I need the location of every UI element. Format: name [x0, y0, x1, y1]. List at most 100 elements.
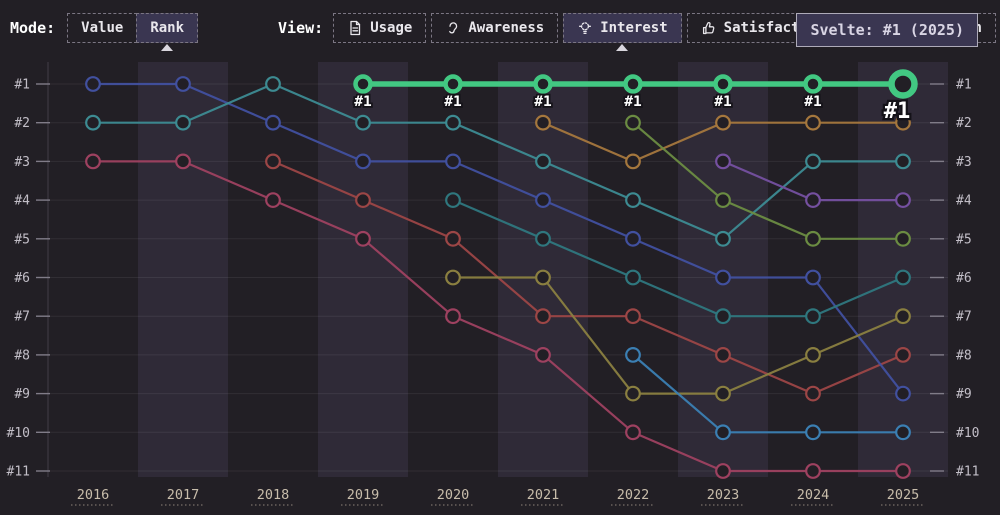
data-point-series-blue-2025[interactable] — [895, 385, 911, 402]
data-point-series-blue-2016[interactable] — [85, 76, 101, 92]
data-point-svelte-2025[interactable] — [888, 69, 918, 99]
data-point-series-olive-green-2022[interactable] — [625, 114, 641, 131]
data-point-series-orange-2022[interactable] — [625, 153, 641, 170]
data-point-series-red-2023[interactable] — [715, 347, 731, 363]
data-point-series-crimson-2023[interactable] — [715, 463, 731, 479]
year-label-2021[interactable]: 2021 — [527, 487, 560, 503]
data-point-series-crimson-2017[interactable] — [175, 153, 191, 170]
data-point-series-red-2019[interactable] — [355, 192, 371, 209]
thumbs-up-icon — [701, 20, 717, 36]
data-point-series-teal-2021[interactable] — [535, 153, 551, 170]
year-label-2022[interactable]: 2022 — [617, 487, 650, 503]
series-line-series-olive-green — [632, 121, 903, 240]
data-point-series-olive-2025[interactable] — [895, 308, 911, 325]
year-label-2017[interactable]: 2017 — [167, 487, 200, 503]
rank-label-left: #2 — [14, 116, 30, 131]
data-point-series-teal-dark-2020[interactable] — [445, 192, 461, 209]
data-point-series-light-blue-2024[interactable] — [805, 424, 821, 441]
data-point-series-olive-green-2025[interactable] — [895, 230, 911, 247]
series-line-series-teal — [93, 82, 903, 240]
data-point-series-orange-2025[interactable] — [895, 114, 911, 131]
data-point-series-teal-dark-2024[interactable] — [805, 308, 821, 325]
data-point-series-olive-2021[interactable] — [535, 269, 551, 286]
data-point-series-olive-2022[interactable] — [625, 385, 641, 402]
view-button-label: Interest — [600, 20, 668, 36]
data-point-series-light-blue-2025[interactable] — [895, 424, 911, 441]
data-point-svelte-2019[interactable] — [353, 74, 373, 94]
mode-button-rank[interactable]: Rank — [136, 13, 199, 51]
data-point-series-crimson-2016[interactable] — [85, 153, 101, 170]
data-point-series-teal-2018[interactable] — [265, 76, 281, 92]
rank-label-left: #1 — [14, 78, 30, 93]
data-point-series-light-blue-2022[interactable] — [625, 347, 641, 363]
mode-button-value[interactable]: Value — [67, 13, 138, 43]
data-point-series-purple-2023[interactable] — [715, 153, 731, 170]
year-label-2019[interactable]: 2019 — [347, 487, 380, 503]
rank-label-right: #11 — [956, 465, 979, 480]
data-point-series-crimson-2025[interactable] — [895, 463, 911, 479]
data-point-series-teal-2017[interactable] — [175, 114, 191, 131]
data-point-series-purple-2025[interactable] — [895, 192, 911, 209]
data-point-series-teal-2020[interactable] — [445, 114, 461, 131]
year-label-2024[interactable]: 2024 — [797, 487, 830, 503]
data-point-series-olive-green-2023[interactable] — [715, 192, 731, 209]
data-point-svelte-2020[interactable] — [443, 74, 463, 94]
data-point-series-red-2024[interactable] — [805, 385, 821, 402]
view-button-usage[interactable]: Usage — [333, 13, 427, 43]
data-point-series-red-2022[interactable] — [625, 308, 641, 325]
data-point-series-teal-dark-2025[interactable] — [895, 269, 911, 286]
data-point-svelte-2021[interactable] — [533, 74, 553, 94]
data-point-series-crimson-2019[interactable] — [355, 230, 371, 247]
data-point-series-orange-2024[interactable] — [805, 114, 821, 131]
data-point-series-red-2025[interactable] — [895, 347, 911, 363]
data-point-series-olive-2024[interactable] — [805, 347, 821, 363]
mode-button-label: Value — [81, 20, 124, 36]
view-button-awareness[interactable]: Awareness — [431, 13, 559, 43]
data-point-series-teal-dark-2022[interactable] — [625, 269, 641, 286]
data-point-series-blue-2020[interactable] — [445, 153, 461, 170]
year-label-2023[interactable]: 2023 — [707, 487, 740, 503]
data-point-series-teal-dark-2023[interactable] — [715, 308, 731, 325]
data-point-series-crimson-2018[interactable] — [265, 192, 281, 209]
data-point-series-olive-2020[interactable] — [445, 269, 461, 286]
data-point-series-teal-2025[interactable] — [895, 153, 911, 170]
data-point-series-purple-2024[interactable] — [805, 192, 821, 209]
data-point-svelte-2022[interactable] — [623, 74, 643, 94]
data-point-series-crimson-2021[interactable] — [535, 347, 551, 363]
year-label-2016[interactable]: 2016 — [77, 487, 110, 503]
data-point-series-red-2021[interactable] — [535, 308, 551, 325]
data-point-series-crimson-2020[interactable] — [445, 308, 461, 325]
year-label-2025[interactable]: 2025 — [887, 487, 920, 503]
data-point-series-olive-green-2024[interactable] — [805, 230, 821, 247]
data-point-series-orange-2023[interactable] — [715, 114, 731, 131]
data-point-series-red-2020[interactable] — [445, 230, 461, 247]
data-point-series-blue-2017[interactable] — [175, 76, 191, 92]
data-point-series-teal-2016[interactable] — [85, 114, 101, 131]
data-point-series-orange-2021[interactable] — [535, 114, 551, 131]
year-band-2017 — [138, 62, 228, 477]
data-point-series-teal-2024[interactable] — [805, 153, 821, 170]
data-point-series-blue-2019[interactable] — [355, 153, 371, 170]
data-point-series-crimson-2024[interactable] — [805, 463, 821, 479]
rank-label-left: #9 — [14, 387, 30, 402]
data-point-series-red-2018[interactable] — [265, 153, 281, 170]
year-label-2020[interactable]: 2020 — [437, 487, 470, 503]
year-label-2018[interactable]: 2018 — [257, 487, 290, 503]
data-point-svelte-2024[interactable] — [803, 74, 823, 94]
data-point-series-olive-2023[interactable] — [715, 385, 731, 402]
data-point-series-teal-2023[interactable] — [715, 230, 731, 247]
rank-label-left: #5 — [14, 232, 30, 247]
data-point-series-light-blue-2023[interactable] — [715, 424, 731, 441]
data-point-series-blue-2021[interactable] — [535, 192, 551, 209]
data-point-series-teal-dark-2021[interactable] — [535, 230, 551, 247]
data-point-series-teal-2019[interactable] — [355, 114, 371, 131]
data-point-series-crimson-2022[interactable] — [625, 424, 641, 441]
data-point-series-teal-2022[interactable] — [625, 192, 641, 209]
view-button-interest[interactable]: Interest — [563, 13, 682, 51]
data-point-series-blue-2024[interactable] — [805, 269, 821, 286]
rank-label-left: #11 — [7, 465, 30, 480]
data-point-series-blue-2022[interactable] — [625, 230, 641, 247]
data-point-svelte-2023[interactable] — [713, 74, 733, 94]
data-point-series-blue-2023[interactable] — [715, 269, 731, 286]
data-point-series-blue-2018[interactable] — [265, 114, 281, 131]
